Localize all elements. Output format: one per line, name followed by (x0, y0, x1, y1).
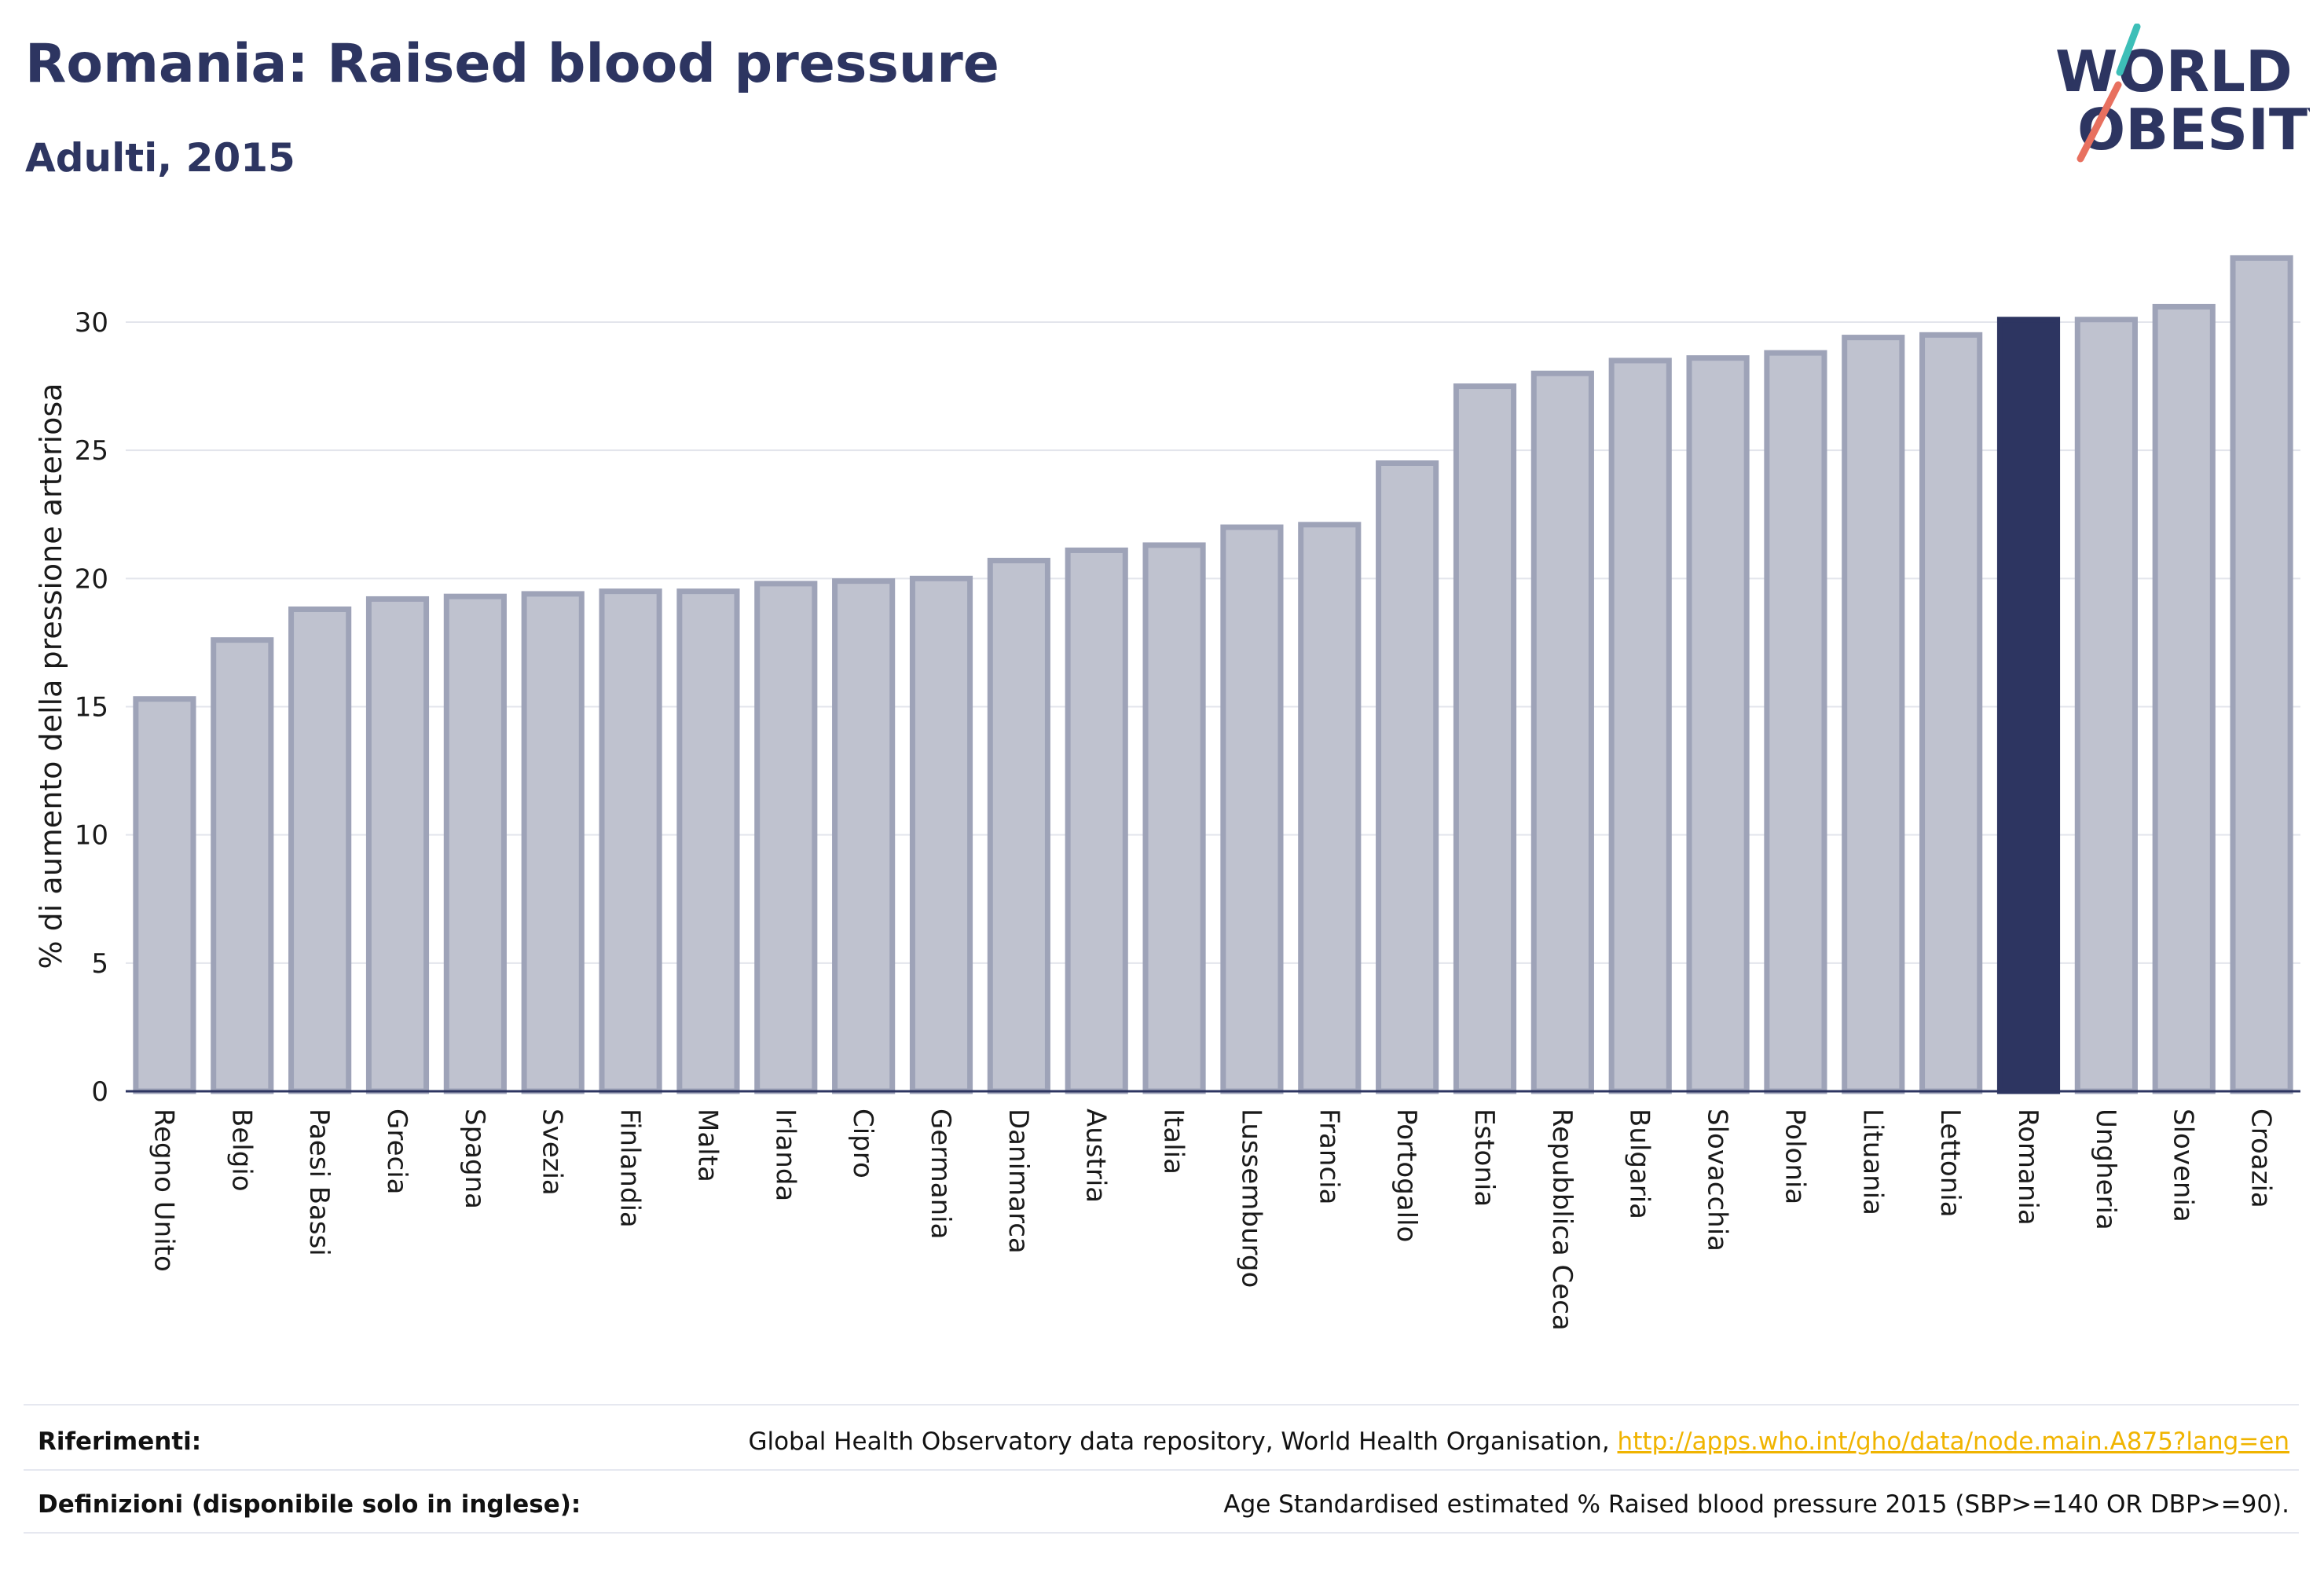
references-label: Riferimenti: (38, 1428, 202, 1456)
bar-highlight (1996, 317, 2061, 1094)
x-tick-label: Belgio (225, 1109, 257, 1192)
x-tick-label: Lituania (1857, 1109, 1888, 1215)
bar (443, 593, 507, 1094)
x-tick-label: Malta (691, 1109, 723, 1182)
bar (133, 696, 196, 1094)
x-tick-label: Germania (925, 1109, 956, 1239)
x-tick-label: Cipro (847, 1109, 878, 1178)
bar (1842, 335, 1905, 1094)
y-tick-label: 15 (75, 692, 108, 724)
bar (1530, 370, 1594, 1094)
x-tick-label: Ungheria (2090, 1109, 2121, 1230)
world-obesity-logo: WORLD OBESITY (2055, 24, 2310, 163)
x-tick-label: Lettonia (1934, 1109, 1966, 1218)
bar-chart: 0 5 10 15 20 25 30 % di aumento della pressione… (34, 255, 2300, 1331)
y-tick-label: 30 (75, 307, 108, 339)
x-tick-label: Austria (1080, 1109, 1112, 1203)
y-tick-label: 25 (75, 435, 108, 467)
bar (1220, 524, 1284, 1094)
definitions-value: Age Standardised estimated % Raised bloo… (1223, 1490, 2289, 1519)
bar (1608, 357, 1672, 1094)
references-text: Global Health Observatory data repositor… (748, 1428, 1618, 1456)
bar (365, 596, 430, 1094)
chart-subtitle: Adulti, 2015 (25, 135, 295, 181)
x-tick-label: Slovacchia (1702, 1109, 1733, 1252)
bar (1065, 547, 1128, 1094)
x-tick-label: Portogallo (1391, 1109, 1422, 1242)
x-tick-label: Lussemburgo (1235, 1109, 1266, 1288)
bar (1919, 332, 1983, 1094)
x-tick-label: Francia (1313, 1109, 1344, 1204)
x-tick-label: Romania (2012, 1109, 2044, 1226)
x-tick-label: Finlandia (614, 1109, 646, 1228)
bar (1298, 522, 1362, 1094)
bar (2152, 303, 2216, 1094)
bar (2074, 317, 2138, 1094)
x-tick-label: Croazia (2245, 1109, 2277, 1208)
bar (909, 575, 973, 1094)
bar (676, 588, 740, 1094)
bar (832, 578, 896, 1094)
chart-title: Romania: Raised blood pressure (25, 33, 999, 95)
bar (1453, 383, 1517, 1094)
logo-line2: OBESITY (2077, 97, 2310, 163)
bar (211, 637, 274, 1094)
x-tick-label: Bulgaria (1624, 1109, 1655, 1219)
footer-divider-top (24, 1404, 2299, 1406)
x-tick-label: Regno Unito (148, 1109, 179, 1272)
bar (987, 557, 1050, 1094)
x-tick-label: Slovenia (2168, 1109, 2199, 1222)
x-tick-label: Polonia (1779, 1109, 1810, 1204)
x-tick-label: Svezia (537, 1109, 568, 1196)
bar (1142, 542, 1206, 1094)
x-tick-label: Spagna (459, 1109, 490, 1209)
definitions-label: Definizioni (disponibile solo in inglese… (38, 1490, 581, 1519)
references-link[interactable]: http://apps.who.int/gho/data/node.main.A… (1617, 1428, 2289, 1456)
bar (1764, 350, 1827, 1094)
footer-divider-middle (24, 1469, 2299, 1471)
bar (2230, 255, 2293, 1094)
y-tick-label: 10 (75, 820, 108, 852)
y-axis-title: % di aumento della pressione arteriosa (34, 383, 68, 969)
bar (1686, 355, 1750, 1094)
x-tick-label: Paesi Bassi (303, 1109, 335, 1256)
logo-slash-teal (2116, 24, 2141, 76)
bar (1376, 460, 1439, 1094)
x-tick-label: Irlanda (769, 1109, 801, 1201)
bar (599, 588, 662, 1094)
y-tick-label: 0 (91, 1076, 108, 1108)
y-tick-label: 5 (91, 948, 108, 980)
bar (288, 606, 352, 1094)
logo-line1: WORLD (2055, 38, 2293, 104)
logo-slash-coral (2077, 81, 2122, 163)
footer-divider-bottom (24, 1532, 2299, 1534)
bar (521, 591, 585, 1094)
bar (754, 581, 818, 1094)
x-tick-label: Italia (1158, 1109, 1189, 1175)
references-value: Global Health Observatory data repositor… (748, 1428, 2289, 1456)
x-tick-label: Estonia (1468, 1109, 1500, 1207)
x-tick-label: Danimarca (1003, 1109, 1034, 1254)
y-tick-label: 20 (75, 563, 108, 595)
x-tick-label: Repubblica Ceca (1546, 1109, 1578, 1331)
x-tick-label: Grecia (381, 1109, 412, 1194)
